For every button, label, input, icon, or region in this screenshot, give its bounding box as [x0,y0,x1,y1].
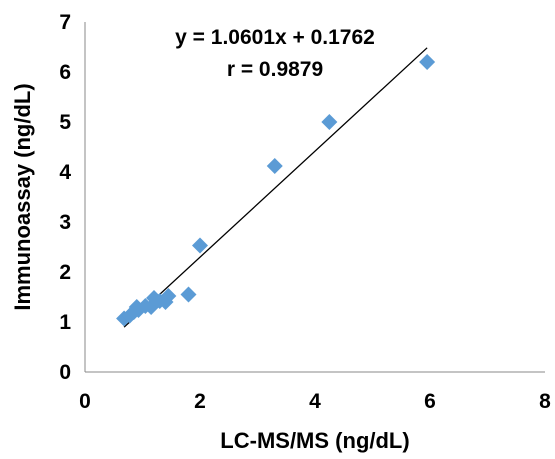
data-point-12 [192,237,208,254]
y-tick-label-1: 1 [59,311,71,334]
trendline-equation: y = 1.0601x + 0.1762 [175,26,375,49]
data-point-14 [321,114,338,130]
axes [84,22,545,373]
data-point-13 [266,158,283,174]
y-tick-label-5: 5 [59,111,71,134]
x-tick-label-4: 8 [539,390,551,413]
y-tick-label-2: 2 [59,261,71,284]
x-tick-label-3: 6 [424,390,436,413]
y-tick-label-0: 0 [59,361,71,384]
correlation-label: r = 0.9879 [227,58,323,81]
x-tick-label-1: 2 [194,390,206,413]
trendline [123,47,428,328]
data-points [116,54,436,327]
y-tick-labels: 0 1 2 3 4 5 6 7 [59,11,71,384]
trendline-group [123,47,428,328]
y-tick-label-3: 3 [59,211,71,234]
x-tick-label-0: 0 [79,390,91,413]
x-tick-label-2: 4 [309,390,321,413]
y-axis-title: Immunoassay (ng/dL) [10,83,35,310]
x-tick-labels: 0 2 4 6 8 [79,390,551,413]
y-tick-label-4: 4 [59,161,71,184]
x-axis-title: LC-MS/MS (ng/dL) [220,428,409,453]
data-point-15 [419,54,436,70]
data-point-10 [160,288,177,304]
y-tick-label-7: 7 [59,11,71,34]
data-point-0 [116,310,133,327]
y-tick-label-6: 6 [59,61,71,84]
data-point-11 [180,286,197,303]
